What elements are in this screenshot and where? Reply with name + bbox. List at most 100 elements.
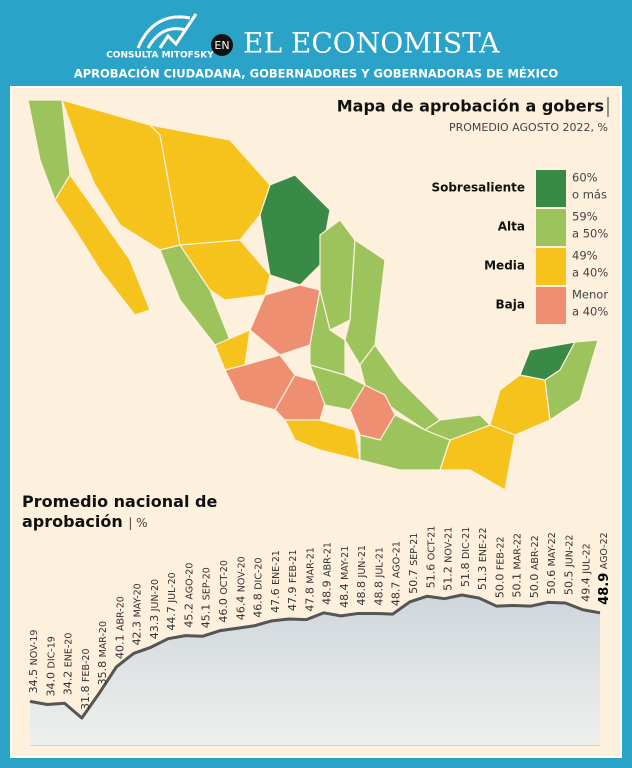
value-label: 50.5: [562, 570, 575, 595]
x-tick-label: MAY-20: [132, 583, 143, 617]
x-tick-label: DIC-21: [460, 527, 471, 559]
line: [29, 593, 601, 720]
data-label: 48.8 JUL-21: [372, 547, 385, 605]
value-label: 50.7: [407, 569, 420, 594]
value-label: 48.8: [355, 581, 368, 606]
value-label: 50.6: [545, 570, 558, 595]
data-label: 50.1 MAR-22: [511, 533, 524, 597]
legend-label: Media: [484, 259, 525, 273]
subtitle: APROBACIÓN CIUDADANA, GOBERNADORES Y GOB…: [74, 66, 559, 81]
state: [423, 414, 492, 441]
state: [54, 173, 151, 316]
logo-mark: [136, 13, 198, 49]
data-label: 40.1 ABR-20: [113, 596, 126, 659]
data-label: 51.3 ENE-22: [476, 527, 489, 590]
state: [544, 339, 599, 422]
x-tick-label: ABR-20: [115, 596, 126, 631]
x-tick-label: NOV-20: [236, 556, 247, 592]
value-label: 48.7: [390, 582, 403, 607]
legend-range: a 40%: [572, 305, 608, 319]
value-label: 50.0: [493, 574, 506, 599]
legend-swatch: [536, 170, 566, 207]
value-label: 49.4: [580, 577, 593, 602]
x-tick-label: SEP-21: [409, 533, 420, 566]
value-label: 48.8: [372, 581, 385, 606]
chart-title-block: Promedio nacional de aprobación | %: [22, 492, 232, 533]
x-tick-label: DIC-19: [46, 636, 57, 668]
x-tick-label: ABR-21: [322, 542, 333, 577]
x-tick-label: AGO-20: [184, 563, 195, 600]
area: [30, 595, 600, 745]
x-tick-label: AGO-21: [391, 541, 402, 578]
brand: EL ECONOMISTA: [243, 27, 500, 60]
x-tick-label: NOV-19: [29, 630, 40, 666]
data-label: 50.7 SEP-21: [407, 533, 420, 594]
x-tick-label: JUN-21: [357, 545, 368, 578]
x-tick-label: JUL-22: [581, 543, 592, 574]
data-label: 48.4 MAY-21: [338, 546, 351, 608]
value-label: 51.8: [459, 563, 472, 588]
data-label: 50.0 ABR-22: [528, 535, 541, 598]
state: [259, 174, 331, 286]
data-label: 51.2 NOV-21: [442, 527, 455, 591]
value-label: 42.3: [131, 621, 144, 646]
x-tick-label: ENE-21: [270, 550, 281, 585]
x-tick-label: ABR-22: [529, 535, 540, 570]
value-label: 45.2: [182, 603, 195, 628]
data-label: 51.6 OCT-21: [424, 526, 437, 589]
state: [148, 124, 271, 246]
x-tick-label: FEB-22: [495, 537, 506, 571]
data-label: 44.7 JUL-20: [165, 572, 178, 630]
value-label: 46.8: [252, 593, 265, 618]
x-tick-label: JUL-20: [167, 572, 178, 603]
legend-range: 49%: [572, 249, 598, 263]
x-tick-label: FEB-20: [80, 648, 91, 682]
data-label: 50.0 FEB-22: [493, 537, 506, 599]
data-label: 48.7 AGO-21: [390, 541, 403, 606]
chart-title: Promedio nacional de aprobación: [22, 492, 218, 531]
x-tick-label: MAR-21: [305, 547, 316, 583]
map: [27, 99, 599, 491]
value-label: 51.3: [476, 566, 489, 591]
legend-range: a 50%: [572, 227, 608, 241]
data-label: 48.9 ABR-21: [321, 542, 334, 605]
value-label: 48.9: [321, 580, 334, 605]
unit: | %: [128, 516, 148, 530]
logo-text: CONSULTA MITOFSKY: [106, 51, 214, 61]
value-label: 34.0: [44, 672, 57, 697]
data-label: 46.8 DIC-20: [252, 557, 265, 617]
value-label: 46.4: [234, 596, 247, 621]
map-subtitle: PROMEDIO AGOSTO 2022, %: [449, 121, 608, 134]
legend-swatch: [536, 287, 566, 324]
value-label: 48.4: [338, 583, 351, 608]
value-label: 34.2: [62, 671, 75, 696]
value-label: 31.8: [79, 686, 92, 711]
data-label: 42.3 MAY-20: [131, 583, 144, 645]
value-label: 40.1: [113, 634, 126, 659]
data-label: 48.9 AGO-22: [597, 532, 612, 605]
legend-range: 59%: [572, 210, 598, 224]
value-label: 51.2: [442, 566, 455, 591]
legend-label: Alta: [498, 220, 525, 234]
value-label: 45.1: [200, 604, 213, 629]
data-label: 45.1 SEP-20: [200, 567, 213, 628]
data-label: 35.8 MAR-20: [96, 621, 109, 685]
x-tick-label: ENE-22: [478, 527, 489, 562]
data-label: 45.2 AGO-20: [182, 563, 195, 628]
x-tick-label: MAR-20: [98, 621, 109, 657]
value-label: 44.7: [165, 606, 178, 631]
value-label: 35.8: [96, 661, 109, 686]
legend: Sobresaliente 60% o más Alta 59% a 50% Media 49…: [431, 170, 608, 324]
value-label: 34.5: [27, 669, 40, 694]
x-tick-label: OCT-20: [219, 560, 230, 595]
value-label: 47.8: [303, 587, 316, 612]
data-label: 43.3 JUN-20: [148, 579, 161, 639]
x-tick-label: ENE-20: [63, 633, 74, 668]
x-tick-label: MAY-22: [547, 532, 558, 566]
data-label: 46.0 OCT-20: [217, 560, 230, 623]
data-label: 51.8 DIC-21: [459, 527, 472, 587]
legend-range: a 40%: [572, 266, 608, 280]
value-label: 50.1: [511, 573, 524, 598]
data-label: 49.4 JUL-22: [580, 543, 593, 601]
